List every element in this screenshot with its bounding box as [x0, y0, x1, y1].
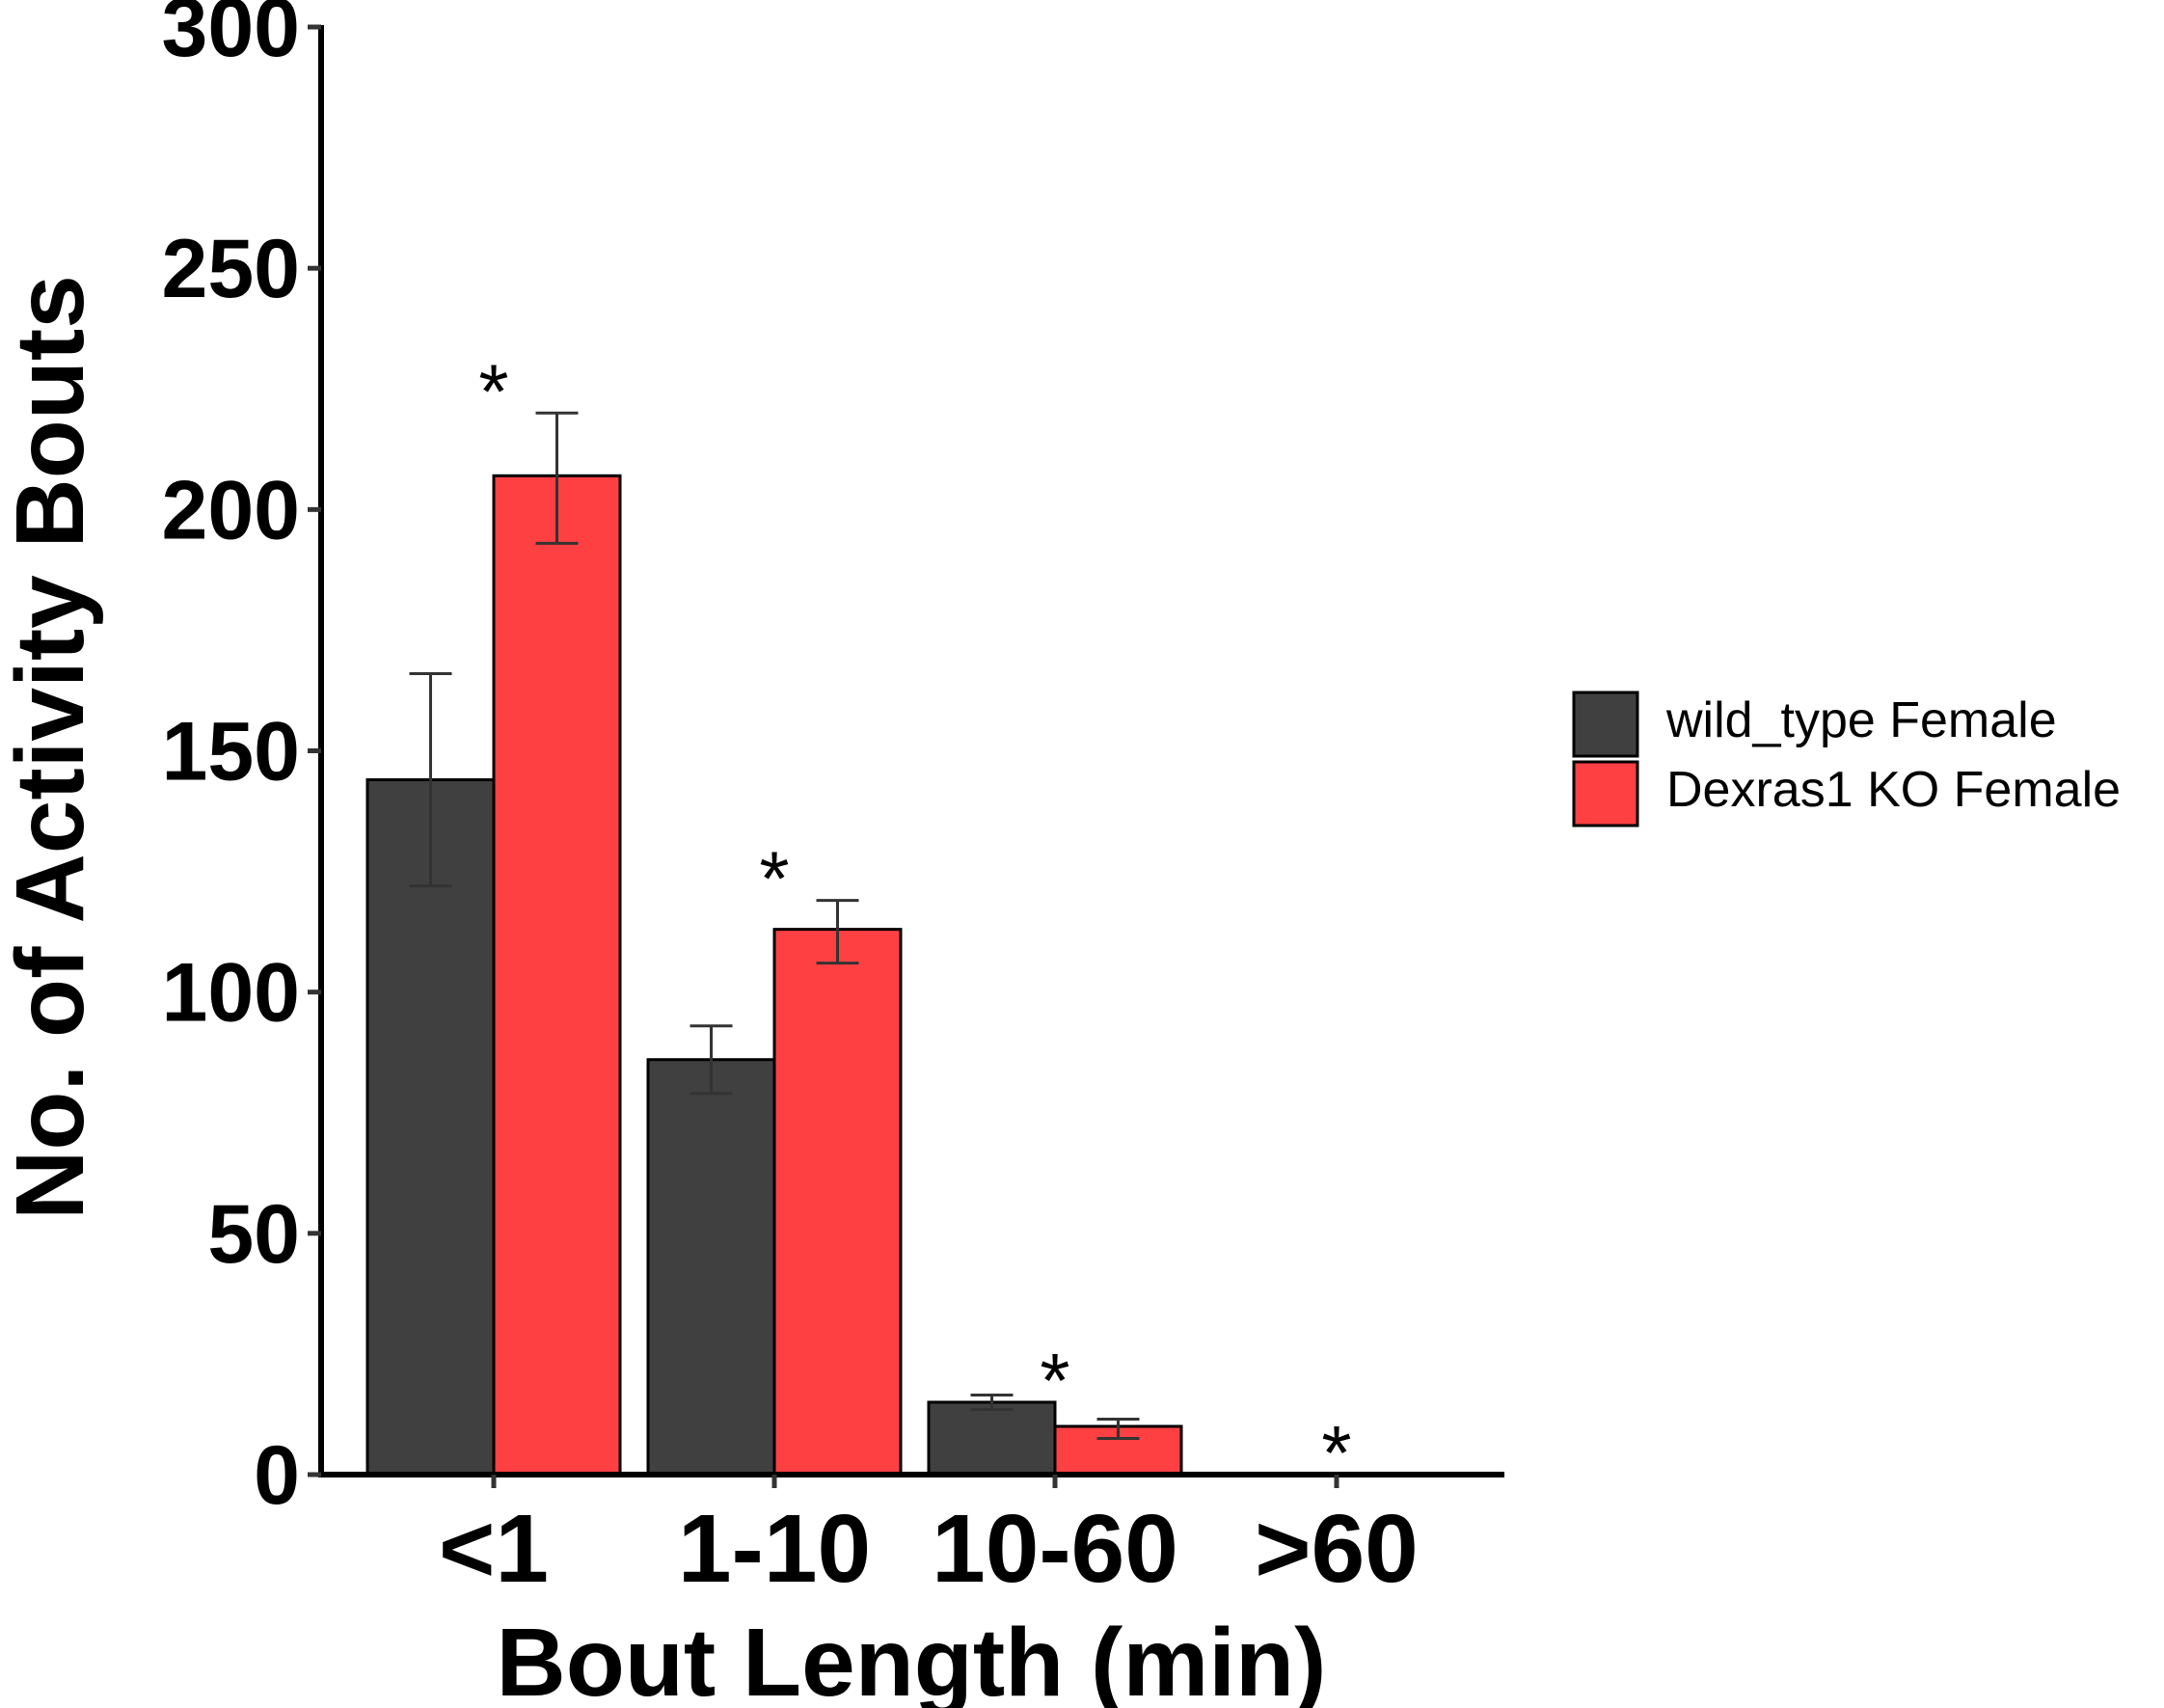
y-tick-label-2: 100: [162, 947, 301, 1040]
significance-star-0: *: [478, 348, 508, 434]
y-axis-title: No. of Activity Bouts: [0, 275, 104, 1220]
bar-1-series-0: [646, 1058, 776, 1477]
error-bar-1-series-0: [690, 1024, 733, 1096]
y-tick-label-4: 200: [162, 464, 301, 556]
y-tick-label-3: 150: [162, 706, 301, 799]
significance-layer: ****: [478, 348, 1351, 1496]
bar-1-series-1: [772, 928, 903, 1477]
axes-layer: 0 50 100 150 200 250 300 <1 1-10 10-60 >60: [162, 0, 1504, 1603]
error-bar-0-series-1: [535, 411, 579, 545]
error-bar-1-series-1: [816, 899, 859, 965]
legend: wild_type Female Dexras1 KO Female: [1572, 691, 2121, 827]
x-tick-label-3: >60: [1255, 1495, 1419, 1603]
error-bar-2-series-1: [1096, 1417, 1140, 1440]
bars-layer: [365, 474, 1183, 1477]
significance-star-2: *: [1040, 1338, 1069, 1423]
x-axis-title: Bout Length (min): [497, 1609, 1327, 1708]
bar-0-series-1: [492, 474, 622, 1477]
x-tick-label-2: 10-60: [932, 1495, 1178, 1603]
y-tick-label-6: 300: [162, 0, 301, 74]
bar-0-series-0: [365, 778, 496, 1477]
legend-key-1: [1572, 760, 1639, 827]
y-tick-label-5: 250: [162, 223, 301, 315]
x-tick-label-1: 1-10: [678, 1495, 871, 1603]
significance-star-1: *: [759, 836, 789, 922]
bar-2-series-0: [927, 1400, 1057, 1477]
error-bar-0-series-0: [409, 671, 452, 888]
y-tick-label-1: 50: [207, 1188, 300, 1281]
legend-label-0: wild_type Female: [1665, 692, 2057, 748]
legend-label-1: Dexras1 KO Female: [1666, 762, 2121, 818]
legend-key-0: [1572, 691, 1639, 758]
x-tick-label-0: <1: [439, 1495, 549, 1603]
error-bars-layer: [409, 411, 1140, 1440]
y-tick-label-0: 0: [254, 1429, 300, 1522]
error-bar-2-series-0: [970, 1393, 1014, 1411]
